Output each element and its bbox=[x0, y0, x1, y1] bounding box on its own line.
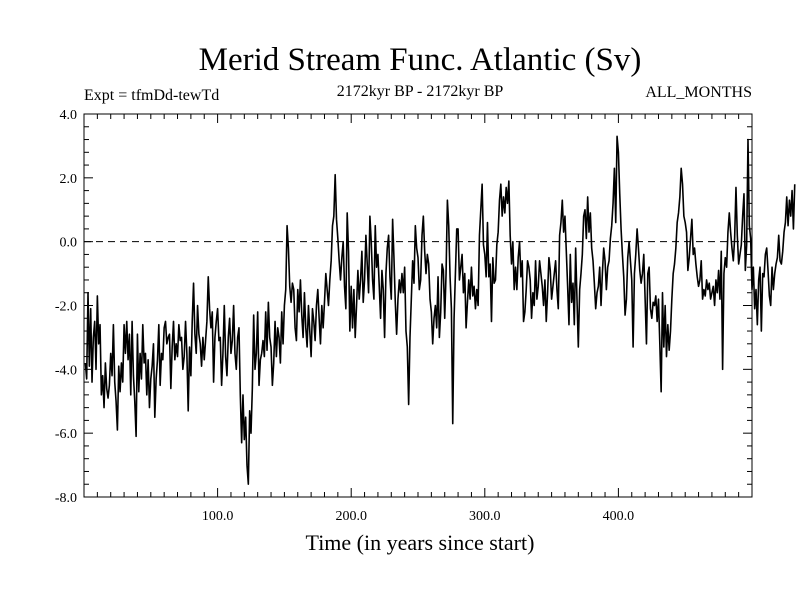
y-tick-label: 2.0 bbox=[60, 172, 78, 187]
chart-title: Merid Stream Func. Atlantic (Sv) bbox=[199, 42, 642, 78]
y-tick-label: -8.0 bbox=[55, 491, 77, 506]
y-tick-label: -2.0 bbox=[55, 300, 77, 315]
plot-frame bbox=[83, 113, 753, 498]
series-line bbox=[84, 135, 796, 486]
experiment-label: Expt = tfmDd-tewTd bbox=[84, 87, 219, 104]
x-tick-label: 100.0 bbox=[202, 509, 234, 524]
x-tick-label: 400.0 bbox=[603, 509, 635, 524]
y-tick-label: -4.0 bbox=[55, 363, 77, 378]
plot-area: 100.0 200.0 300.0 400.0 4.0 2.0 0.0 -2.0 -4.0 -6.… bbox=[55, 108, 796, 524]
y-tick-label: 4.0 bbox=[60, 108, 78, 123]
y-tick-label: 0.0 bbox=[60, 236, 78, 251]
x-tick-label: 300.0 bbox=[469, 509, 501, 524]
period-label: ALL_MONTHS bbox=[645, 84, 752, 101]
x-tick-label: 200.0 bbox=[335, 509, 367, 524]
x-axis-label: Time (in years since start) bbox=[306, 530, 535, 555]
y-tick-label: -6.0 bbox=[55, 427, 77, 442]
chart-subtitle: 2172kyr BP - 2172kyr BP bbox=[337, 83, 504, 100]
